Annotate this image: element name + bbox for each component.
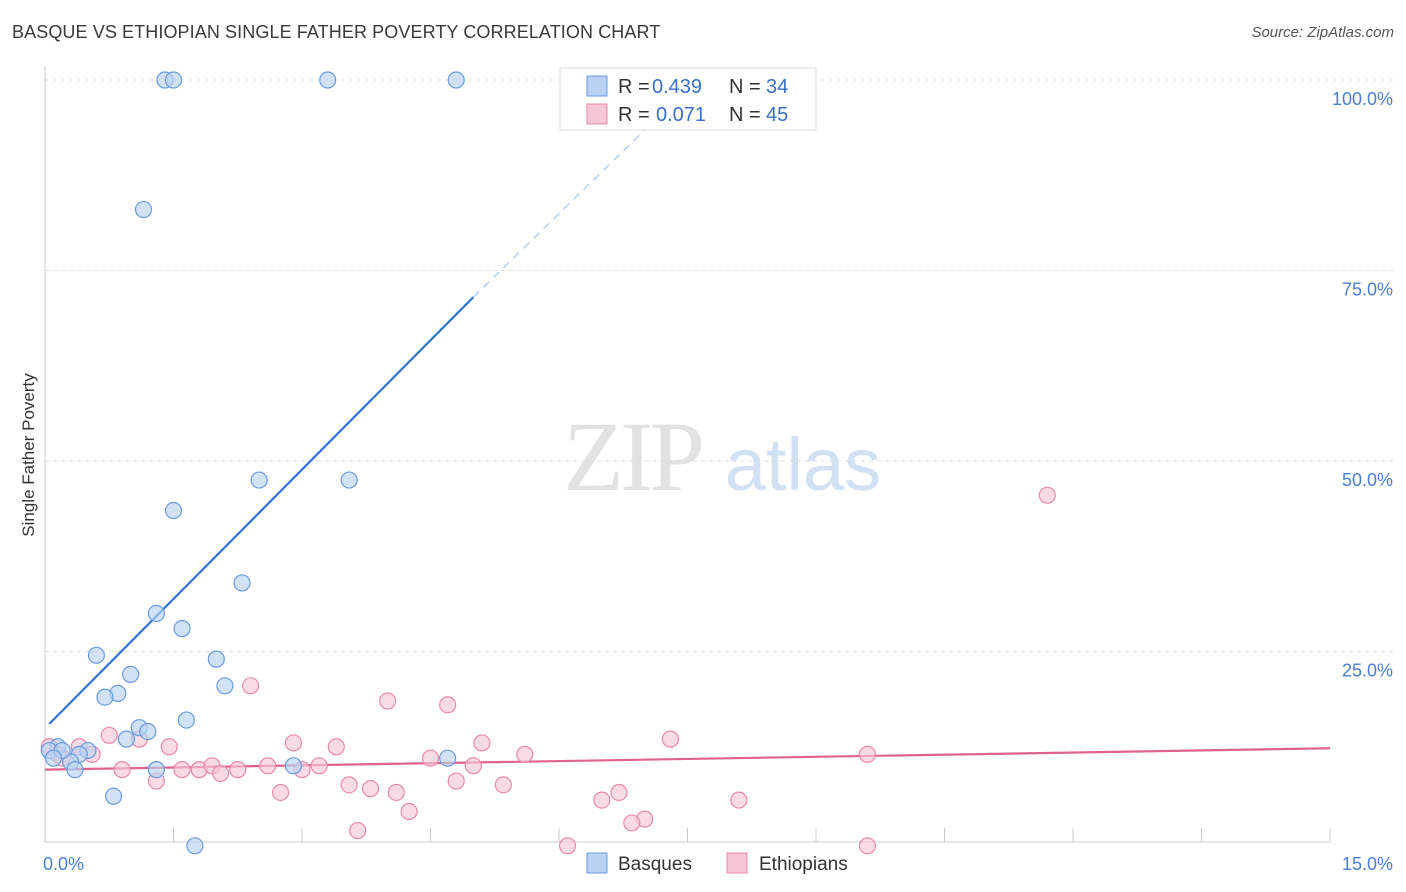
bottom-legend: Basques Ethiopians [586,852,848,875]
basque-point-29 [439,749,457,767]
ethiopian-point-15 [242,677,260,695]
basque-point-5 [250,471,268,489]
basque-point-3 [447,71,465,89]
y-tick-label-2: 75.0% [1342,280,1393,300]
x-tick-label-1: 15.0% [1342,854,1393,874]
basque-point-18 [139,722,157,741]
legend-n-label-ethiopians: N = [729,104,761,126]
legend-r-label-ethiopians: R = [618,104,650,126]
basque-point-12 [207,650,225,668]
ethiopian-point-31 [464,757,482,775]
ethiopian-point-41 [730,791,748,809]
grid-lines [45,79,1395,652]
ethiopian-point-28 [421,749,440,767]
basque-point-20 [177,711,195,729]
ethiopian-point-23 [349,821,367,840]
basque-point-16 [96,688,114,706]
ethiopian-point-40 [623,814,641,832]
bottom-legend-swatch-ethiopians [726,852,748,874]
basque-point-8 [233,574,251,592]
ethiopian-point-32 [473,734,491,752]
watermark-zip: ZIP [563,401,701,512]
y-tick-label-0: 25.0% [1342,661,1393,681]
basque-point-6 [340,471,358,489]
tick-labels: 25.0% 50.0% 75.0% 100.0% 0.0% 15.0% [43,89,1393,874]
basque-point-10 [173,620,191,638]
ethiopian-point-35 [558,837,577,855]
basque-point-7 [164,501,183,520]
ethiopian-point-18 [284,734,303,752]
y-tick-label-3: 100.0% [1332,89,1393,109]
legend-n-value-ethiopians: 45 [766,104,788,126]
legend-r-value-basques: 0.439 [652,76,702,98]
y-axis-label: Single Father Poverty [19,373,38,537]
ethiopian-point-29 [439,696,457,714]
ethiopian-point-43 [1038,486,1056,504]
basque-point-31 [186,837,204,855]
basque-point-26 [66,761,84,779]
ethiopian-point-5 [100,726,118,744]
basque-point-33 [44,749,63,767]
basque-point-11 [87,646,106,664]
data-points [40,71,1056,855]
ethiopian-point-24 [361,780,380,798]
basque-point-27 [147,761,165,779]
basque-point-1 [164,71,183,89]
x-tick-label-0: 0.0% [43,854,84,874]
basque-point-30 [104,787,123,805]
legend-n-label-basques: N = [729,76,761,98]
ethiopian-point-7 [113,761,131,779]
legend: R = 0.439 N = 34 R = 0.071 N = 45 [559,67,817,131]
ethiopian-point-16 [259,757,277,775]
ethiopian-point-38 [661,730,679,748]
ethiopian-point-30 [447,772,465,790]
basque-point-9 [147,604,165,623]
basque-point-19 [117,730,135,748]
source-label: Source: ZipAtlas.com [1251,24,1394,41]
ethiopian-point-22 [340,776,358,794]
basque-point-2 [319,71,337,89]
legend-n-value-basques: 34 [766,76,788,98]
ethiopian-point-26 [387,783,405,802]
ethiopian-point-27 [400,802,418,821]
ethiopian-point-9 [160,738,178,756]
bottom-legend-swatch-basques [586,852,608,874]
ethiopian-point-13 [212,764,230,783]
ethiopian-point-34 [516,745,534,763]
basque-point-13 [122,665,140,683]
legend-r-value-ethiopians: 0.071 [656,104,706,126]
ethiopian-point-42 [858,745,877,763]
axes [44,66,1331,843]
ethiopian-point-14 [229,761,247,779]
ethiopian-point-36 [593,791,611,809]
ethiopian-point-33 [494,776,512,794]
basque-point-4 [134,200,153,219]
ethiopian-point-20 [310,757,328,775]
ethiopian-point-37 [610,783,628,802]
ethiopian-point-25 [379,692,397,710]
watermark-atlas: atlas [725,423,881,506]
legend-swatch-basques [586,75,608,97]
ethiopian-point-17 [271,783,290,802]
ethiopian-point-10 [173,761,191,779]
chart-title: BASQUE VS ETHIOPIAN SINGLE FATHER POVERT… [12,22,661,42]
bottom-legend-label-ethiopians: Ethiopians [759,854,848,875]
ethiopian-point-21 [327,738,345,756]
bottom-legend-label-basques: Basques [618,854,692,875]
ethiopian-point-44 [858,837,877,855]
legend-r-label-basques: R = [618,76,650,98]
y-tick-label-1: 50.0% [1342,470,1393,490]
basque-point-28 [284,757,303,775]
basque-trend-line [48,296,475,725]
legend-swatch-ethiopians [586,103,608,125]
basque-point-14 [216,677,234,695]
